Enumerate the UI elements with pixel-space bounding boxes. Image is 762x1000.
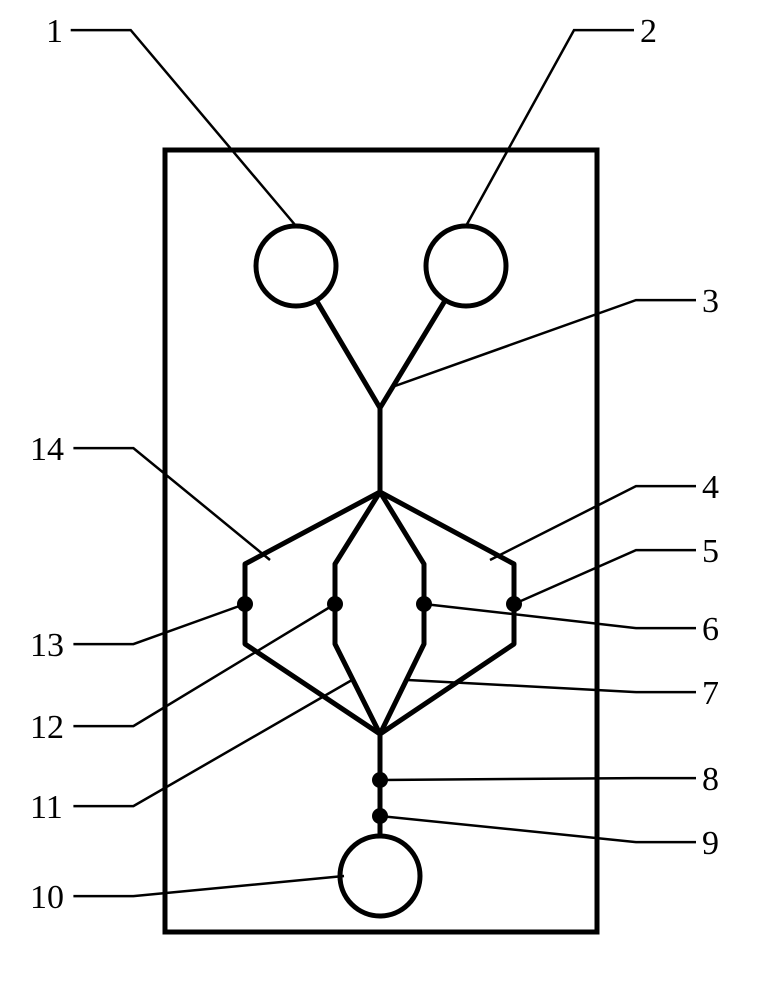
label-13: 13	[30, 627, 64, 664]
label-14: 14	[30, 431, 64, 468]
label-12: 12	[30, 709, 64, 746]
label-4: 4	[702, 469, 719, 506]
label-5: 5	[702, 533, 719, 570]
label-9: 9	[702, 825, 719, 862]
label-11: 11	[30, 789, 63, 826]
label-10: 10	[30, 879, 64, 916]
label-3: 3	[702, 283, 719, 320]
label-7: 7	[702, 675, 719, 712]
label-1: 1	[46, 13, 63, 50]
label-8: 8	[702, 761, 719, 798]
label-6: 6	[702, 611, 719, 648]
label-2: 2	[640, 13, 657, 50]
